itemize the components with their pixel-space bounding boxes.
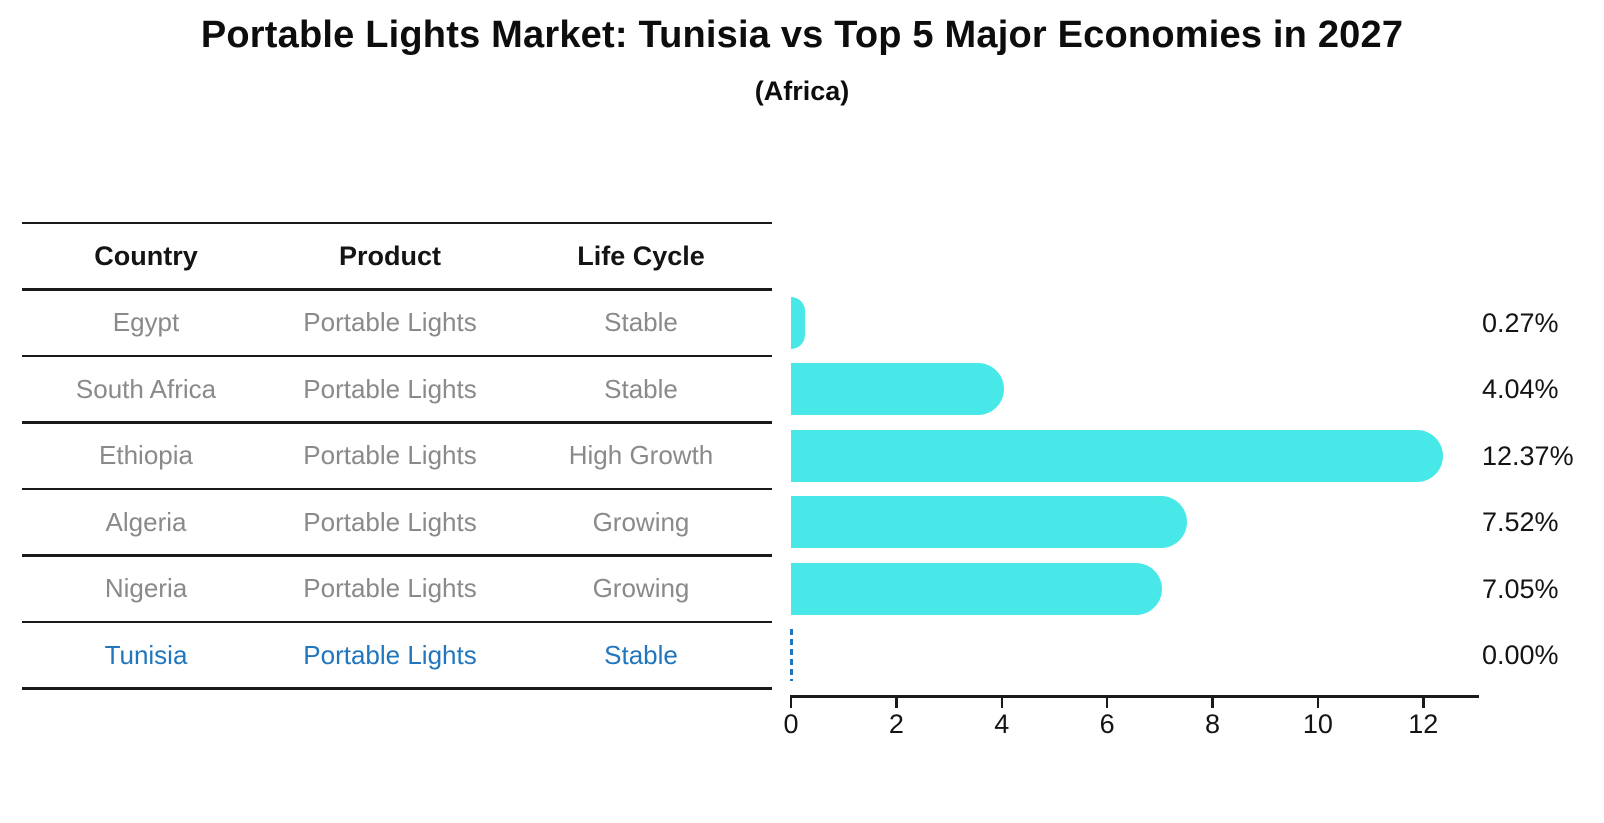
cell-product: Portable Lights [303,573,477,604]
cell-country: Algeria [105,506,187,537]
cell-lifecycle: Stable [604,639,678,670]
table-separator-line [22,221,772,225]
table-row: Nigeria Portable Lights Growing [22,556,772,623]
x-axis-tick-label: 0 [783,709,799,739]
table-separator-line [22,620,772,624]
cell-product: Portable Lights [303,639,477,670]
table-separator-line [22,487,772,491]
table-row: Egypt Portable Lights Stable [22,290,772,357]
bar-egypt [791,296,806,349]
x-axis-tick [1422,695,1425,708]
cell-product: Portable Lights [303,307,477,338]
cell-lifecycle: High Growth [568,440,714,471]
bar-value-label: 0.00% [1482,640,1559,671]
bar-nigeria [791,562,1163,615]
table-row: Algeria Portable Lights Growing [22,489,772,556]
bar-ethiopia [791,429,1443,482]
table-row: South Africa Portable Lights Stable [22,356,772,423]
x-axis-tick [1105,695,1109,708]
x-axis-tick-label: 12 [1408,709,1439,739]
bar-algeria [791,496,1188,549]
bar-value-label: 12.37% [1482,440,1574,471]
x-axis-tick-label: 4 [994,709,1010,739]
table-separator-line [22,421,772,424]
x-axis-tick [895,695,898,708]
table-row: Tunisia Portable Lights Stable [22,622,772,689]
cell-lifecycle: Stable [604,373,678,404]
chart-subtitle: (Africa) [754,76,850,106]
bar-value-label: 7.05% [1482,573,1559,604]
x-axis-tick-label: 2 [888,709,904,739]
cell-country: Tunisia [104,639,188,670]
cell-lifecycle: Growing [592,506,690,537]
column-header-country: Country [94,240,198,271]
x-axis-tick [1000,695,1004,708]
tunisia-zero-marker [790,629,793,682]
x-axis-tick [1316,695,1320,708]
column-header-product: Product [338,240,441,271]
bar-value-label: 7.52% [1482,507,1559,538]
table-separator-line [22,288,772,291]
cell-lifecycle: Growing [592,573,690,604]
cell-product: Portable Lights [303,373,477,404]
cell-product: Portable Lights [303,506,477,537]
x-axis-tick [1211,695,1214,708]
cell-lifecycle: Stable [604,307,678,338]
cell-product: Portable Lights [303,440,477,471]
table-row: Ethiopia Portable Lights High Growth [22,423,772,490]
x-axis-tick-label: 6 [1099,709,1115,739]
bar-south-africa [791,363,1004,416]
bar-value-label: 0.27% [1482,307,1559,338]
table-header-row: Country Product Life Cycle [22,223,772,290]
column-header-lifecycle: Life Cycle [577,240,705,271]
table-separator-line [22,354,772,358]
cell-country: South Africa [75,373,217,404]
table-separator-line [22,554,772,557]
cell-country: Nigeria [104,573,188,604]
table-separator-line [22,687,772,690]
x-axis-tick-label: 10 [1302,709,1333,739]
x-axis-tick [789,695,793,708]
cell-country: Ethiopia [99,440,193,471]
cell-country: Egypt [112,307,180,338]
x-axis-tick-label: 8 [1205,709,1221,739]
x-axis-line [791,695,1479,698]
bar-value-label: 4.04% [1482,374,1559,405]
chart-title: Portable Lights Market: Tunisia vs Top 5… [200,14,1404,56]
